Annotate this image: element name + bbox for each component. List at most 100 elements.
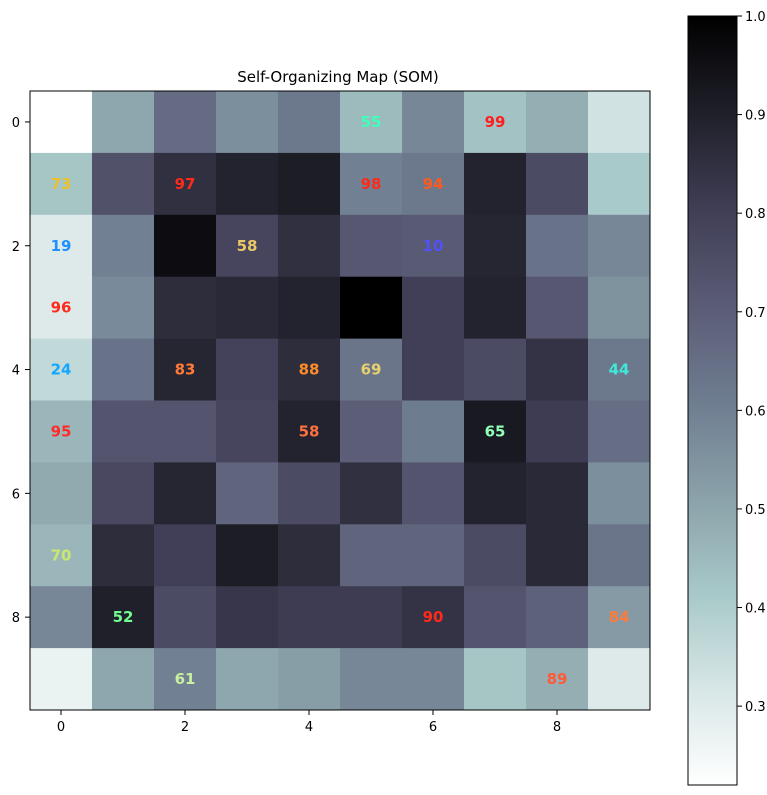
x-tick-label: 8 [553, 720, 561, 735]
cell-label: 44 [609, 361, 630, 379]
heatmap-cell-r5-c2 [154, 401, 217, 463]
heatmap-cell-r2-c8 [526, 215, 589, 277]
heatmap-cell-r8-c4 [278, 586, 341, 648]
cell-label: 88 [299, 361, 320, 379]
heatmap-cell-r8-c5 [340, 586, 403, 648]
y-tick-label: 8 [12, 611, 20, 626]
cell-label: 10 [423, 237, 444, 255]
cell-label: 58 [299, 422, 320, 440]
heatmap-cell-r6-c3 [216, 462, 279, 524]
colorbar-tick-label: 0.8 [745, 207, 766, 222]
heatmap-cell-r3-c3 [216, 277, 279, 339]
colorbar-tick-label: 0.5 [745, 503, 766, 518]
heatmap-cell-r3-c9 [588, 277, 651, 339]
x-axis: 02468 [57, 710, 561, 735]
heatmap-cell-r8-c2 [154, 586, 217, 648]
heatmap-cell-r6-c7 [464, 462, 527, 524]
x-tick-label: 2 [181, 720, 189, 735]
heatmap-cell-r2-c2 [154, 215, 217, 277]
heatmap-cell-r4-c1 [92, 339, 155, 401]
heatmap-cell-r5-c6 [402, 401, 465, 463]
heatmap-cell-r9-c4 [278, 648, 341, 710]
heatmap-cell-r3-c4 [278, 277, 341, 339]
heatmap-cell-r0-c8 [526, 91, 589, 153]
colorbar-tick-label: 1.0 [745, 10, 766, 25]
colorbar-tick-label: 0.3 [745, 700, 766, 715]
heatmap-cell-r7-c6 [402, 524, 465, 586]
heatmap-cell-r3-c1 [92, 277, 155, 339]
heatmap-cell-r5-c9 [588, 401, 651, 463]
heatmap-cell-r8-c7 [464, 586, 527, 648]
heatmap-cell-r9-c5 [340, 648, 403, 710]
heatmap-cell-r3-c8 [526, 277, 589, 339]
heatmap-cell-r7-c2 [154, 524, 217, 586]
colorbar: 0.3 0.4 0.5 0.6 0.7 0.8 0.9 1.0 [688, 10, 766, 785]
heatmap-cell-r7-c5 [340, 524, 403, 586]
heatmap-cell-r5-c8 [526, 401, 589, 463]
heatmap-cell-r6-c4 [278, 462, 341, 524]
heatmap-cell-r2-c9 [588, 215, 651, 277]
heatmap-cell-r3-c5 [340, 277, 403, 339]
heatmap-cell-r3-c7 [464, 277, 527, 339]
heatmap-cell-r4-c8 [526, 339, 589, 401]
heatmap-cell-r9-c1 [92, 648, 155, 710]
heatmap-cell-r4-c7 [464, 339, 527, 401]
cell-label: 70 [51, 546, 72, 564]
heatmap-cell-r8-c3 [216, 586, 279, 648]
heatmap-cell-r1-c1 [92, 153, 155, 215]
heatmap-cell-r6-c9 [588, 462, 651, 524]
heatmap-cell-r5-c5 [340, 401, 403, 463]
cell-label: 52 [113, 608, 134, 626]
cell-label: 24 [51, 361, 72, 379]
cell-label: 96 [51, 299, 72, 317]
heatmap-cell-r1-c4 [278, 153, 341, 215]
heatmap-cell-r1-c7 [464, 153, 527, 215]
heatmap-cell-r4-c3 [216, 339, 279, 401]
heatmap-cell-r0-c3 [216, 91, 279, 153]
heatmap-cell-r8-c8 [526, 586, 589, 648]
cell-label: 58 [237, 237, 258, 255]
heatmap-cell-r6-c8 [526, 462, 589, 524]
cell-label: 61 [175, 670, 196, 688]
colorbar-tick-label: 0.7 [745, 306, 766, 321]
y-tick-label: 0 [12, 116, 20, 131]
heatmap-cell-r9-c9 [588, 648, 651, 710]
x-tick-label: 6 [429, 720, 437, 735]
y-tick-label: 2 [12, 240, 20, 255]
cell-label: 73 [51, 175, 72, 193]
heatmap-cell-r1-c8 [526, 153, 589, 215]
heatmap-cell-r8-c0 [30, 586, 93, 648]
heatmap-cell-r3-c2 [154, 277, 217, 339]
cell-label: 84 [609, 608, 630, 626]
heatmap-cell-r2-c7 [464, 215, 527, 277]
heatmap-cell-r4-c6 [402, 339, 465, 401]
colorbar-tick-label: 0.6 [745, 404, 766, 419]
cell-label: 69 [361, 361, 382, 379]
heatmap-cell-r9-c6 [402, 648, 465, 710]
colorbar-tick-label: 0.4 [745, 602, 766, 617]
heatmap-cell-r2-c5 [340, 215, 403, 277]
heatmap-cell-r0-c9 [588, 91, 651, 153]
heatmap-cell-r6-c6 [402, 462, 465, 524]
heatmap-cell-r7-c8 [526, 524, 589, 586]
heatmap-cell-r0-c0 [30, 91, 93, 153]
y-tick-label: 4 [12, 364, 20, 379]
heatmap-cell-r7-c4 [278, 524, 341, 586]
heatmap-cell-r7-c9 [588, 524, 651, 586]
heatmap-cell-r1-c9 [588, 153, 651, 215]
heatmap-cell-r3-c6 [402, 277, 465, 339]
cell-label: 98 [361, 175, 382, 193]
cell-label: 90 [423, 608, 444, 626]
heatmap-cell-r1-c3 [216, 153, 279, 215]
heatmap-cell-r0-c1 [92, 91, 155, 153]
colorbar-tick-label: 0.9 [745, 109, 766, 124]
heatmap-cell-r9-c0 [30, 648, 93, 710]
cell-label: 65 [485, 422, 506, 440]
heatmap-cell-r7-c7 [464, 524, 527, 586]
heatmap-cell-r9-c7 [464, 648, 527, 710]
heatmap-cell-r5-c1 [92, 401, 155, 463]
x-tick-label: 4 [305, 720, 313, 735]
chart-title: Self-Organizing Map (SOM) [237, 68, 439, 86]
cell-label: 19 [51, 237, 72, 255]
